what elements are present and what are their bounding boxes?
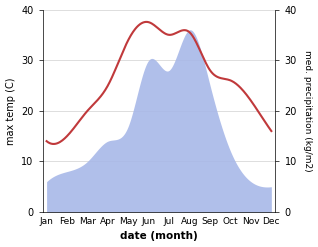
X-axis label: date (month): date (month)	[120, 231, 198, 242]
Y-axis label: max temp (C): max temp (C)	[5, 77, 16, 144]
Y-axis label: med. precipitation (kg/m2): med. precipitation (kg/m2)	[303, 50, 313, 172]
